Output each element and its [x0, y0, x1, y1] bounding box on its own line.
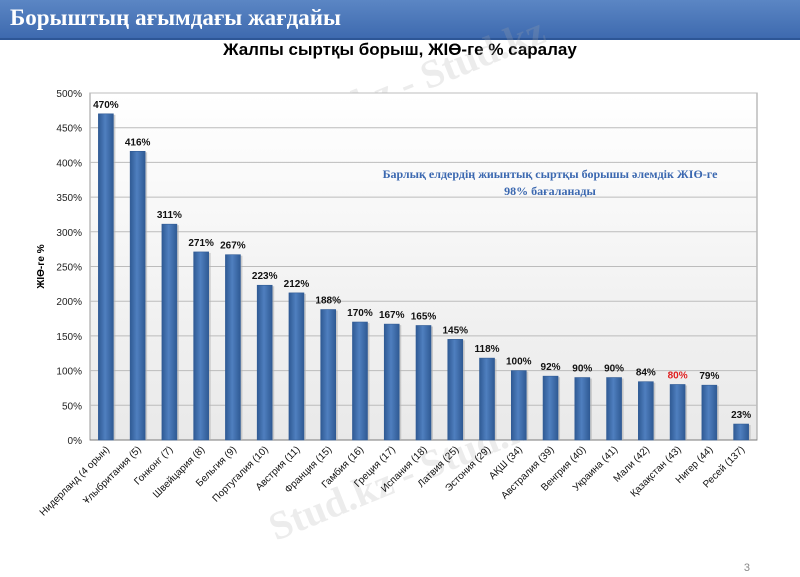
bar — [129, 150, 146, 441]
bar — [383, 323, 400, 441]
data-label: 267% — [220, 241, 246, 252]
data-label: 416% — [125, 137, 151, 148]
bar — [225, 254, 241, 441]
slide-title: Борыштың ағымдағы жағдайы — [10, 5, 341, 30]
data-label: 118% — [475, 344, 500, 355]
data-label: 79% — [699, 371, 719, 382]
slide-number: 3 — [743, 562, 750, 574]
y-tick-label: 300% — [56, 228, 82, 239]
data-label: 145% — [442, 325, 468, 336]
data-label: 311% — [157, 210, 182, 221]
data-label: 271% — [188, 238, 214, 249]
bar — [447, 339, 464, 441]
y-axis-title: ЖІӨ-ге % — [36, 244, 47, 289]
slide-header: Борыштың ағымдағы жағдайы — [0, 0, 800, 40]
bar — [574, 377, 591, 441]
bar — [510, 370, 527, 441]
bar — [479, 357, 495, 441]
y-tick-label: 250% — [56, 263, 82, 274]
chart-title: Жалпы сыртқы борыш, ЖІӨ-ге % саралау — [223, 40, 577, 59]
bar — [701, 384, 718, 441]
data-label: 188% — [315, 296, 341, 307]
data-label: 80% — [668, 370, 688, 381]
bar — [606, 377, 622, 441]
bar — [320, 309, 337, 441]
bar — [288, 292, 305, 441]
chart-annotation: 98% бағаланады — [504, 184, 596, 198]
bar — [669, 384, 686, 441]
y-tick-label: 500% — [56, 89, 82, 100]
y-tick-label: 50% — [62, 401, 82, 412]
bar — [98, 113, 114, 441]
data-label: 165% — [411, 311, 437, 322]
bar — [193, 251, 209, 441]
bar — [352, 321, 368, 441]
data-label: 92% — [541, 362, 561, 373]
data-label: 90% — [604, 364, 624, 375]
bar — [161, 223, 178, 441]
y-tick-label: 200% — [56, 297, 82, 308]
bar — [638, 381, 654, 441]
y-tick-label: 450% — [56, 124, 82, 135]
data-label: 167% — [379, 310, 405, 321]
y-tick-label: 350% — [56, 193, 82, 204]
bar — [256, 284, 273, 441]
bar — [542, 375, 559, 441]
data-label: 23% — [731, 410, 751, 421]
chart-annotation: Барлық елдердің жиынтық сыртқы борышы әл… — [383, 167, 718, 181]
data-label: 212% — [284, 279, 310, 290]
bar — [415, 325, 432, 441]
bar — [733, 423, 749, 441]
data-label: 84% — [636, 368, 656, 379]
data-label: 470% — [93, 100, 119, 111]
y-tick-label: 150% — [56, 332, 82, 343]
data-label: 90% — [572, 364, 592, 375]
x-tick-label: Ұлыбритания (5) — [81, 444, 144, 507]
y-tick-label: 400% — [56, 158, 82, 169]
data-label: 223% — [252, 271, 278, 282]
y-tick-label: 100% — [56, 367, 82, 378]
data-label: 100% — [506, 357, 532, 368]
data-label: 170% — [347, 308, 373, 319]
x-tick-label: Португалия (10) — [211, 444, 271, 504]
y-tick-label: 0% — [68, 436, 83, 447]
